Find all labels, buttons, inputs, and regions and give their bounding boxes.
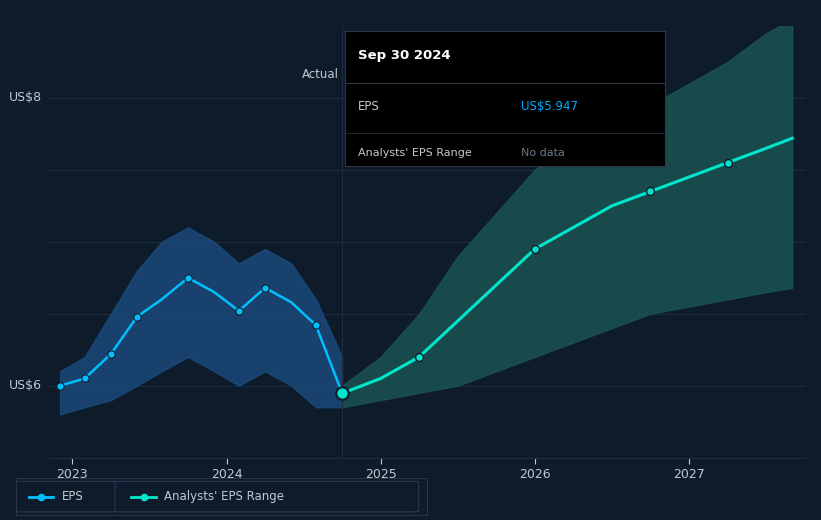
Text: US$5.947: US$5.947 — [521, 100, 578, 113]
Text: Analysts' EPS Range: Analysts' EPS Range — [358, 148, 471, 158]
Point — [104, 350, 117, 358]
Point — [53, 382, 67, 390]
Point — [336, 389, 349, 397]
Point — [528, 245, 541, 253]
Point — [34, 492, 48, 501]
Point — [336, 389, 349, 397]
Text: No data: No data — [521, 148, 565, 158]
Text: EPS: EPS — [62, 490, 83, 503]
Point — [336, 389, 349, 397]
Text: Analysts' EPS Range: Analysts' EPS Range — [164, 490, 284, 503]
Text: Analysts Forecasts: Analysts Forecasts — [350, 68, 460, 81]
Text: EPS: EPS — [358, 100, 379, 113]
Point — [137, 492, 150, 501]
Point — [131, 313, 144, 321]
Point — [721, 159, 734, 167]
Point — [259, 284, 272, 292]
Text: US$8: US$8 — [8, 92, 42, 105]
Point — [232, 307, 245, 315]
Text: US$6: US$6 — [9, 379, 42, 392]
Text: Sep 30 2024: Sep 30 2024 — [358, 49, 450, 62]
Point — [78, 374, 91, 383]
Text: Actual: Actual — [302, 68, 339, 81]
Point — [181, 274, 195, 282]
FancyBboxPatch shape — [12, 482, 119, 512]
Point — [413, 353, 426, 361]
Point — [644, 187, 657, 196]
FancyBboxPatch shape — [115, 482, 419, 512]
Point — [310, 321, 323, 329]
